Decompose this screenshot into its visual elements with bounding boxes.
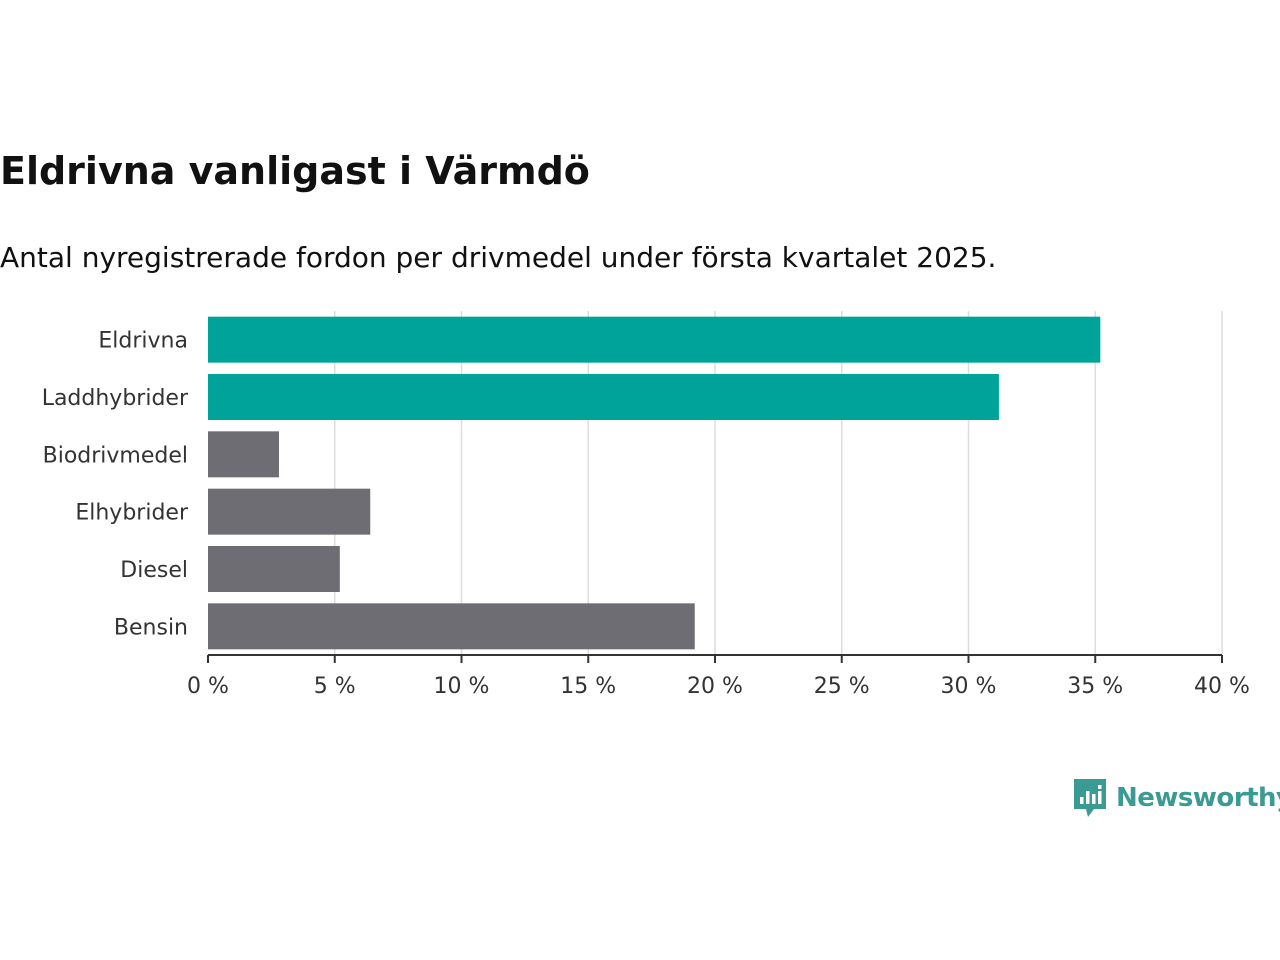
- category-label: Eldrivna: [98, 329, 188, 354]
- x-tick-label: 10 %: [434, 674, 490, 699]
- x-tick-label: 5 %: [314, 674, 356, 699]
- x-tick-label: 40 %: [1194, 674, 1250, 699]
- x-tick-label: 35 %: [1067, 674, 1123, 699]
- category-label: Elhybrider: [75, 501, 189, 526]
- bar-eldrivna: [208, 316, 1101, 363]
- bar-biodrivmedel: [208, 431, 279, 478]
- x-tick-label: 15 %: [560, 674, 616, 699]
- x-axis: 0 % 5 % 10 % 15 % 20 % 25 % 30 % 35 % 40 %: [187, 654, 1250, 699]
- bars: [208, 316, 1101, 650]
- bar-laddhybrider: [208, 374, 999, 420]
- x-tick-label: 0 %: [187, 674, 229, 699]
- newsworthy-logo-icon: [1074, 779, 1106, 817]
- x-tick-label: 20 %: [687, 674, 743, 699]
- brand-name: Newsworthy: [1116, 783, 1280, 813]
- chart-title: Eldrivna vanligast i Värmdö: [0, 149, 590, 193]
- category-label: Diesel: [120, 558, 188, 583]
- category-label: Laddhybrider: [42, 386, 189, 411]
- newsworthy-brand[interactable]: Newsworthy: [1072, 776, 1280, 820]
- category-label: Bensin: [114, 615, 188, 640]
- x-tick-label: 30 %: [941, 674, 997, 699]
- grid-lines: [334, 311, 1223, 655]
- category-labels: Eldrivna Laddhybrider Biodrivmedel Elhybrid…: [42, 329, 189, 641]
- bar-diesel: [208, 546, 340, 592]
- chart-subtitle: Antal nyregistrerade fordon per drivmede…: [0, 241, 997, 274]
- bar-bensin: [208, 603, 695, 650]
- bar-elhybrider: [208, 488, 371, 535]
- category-label: Biodrivmedel: [43, 443, 188, 468]
- x-tick-label: 25 %: [814, 674, 870, 699]
